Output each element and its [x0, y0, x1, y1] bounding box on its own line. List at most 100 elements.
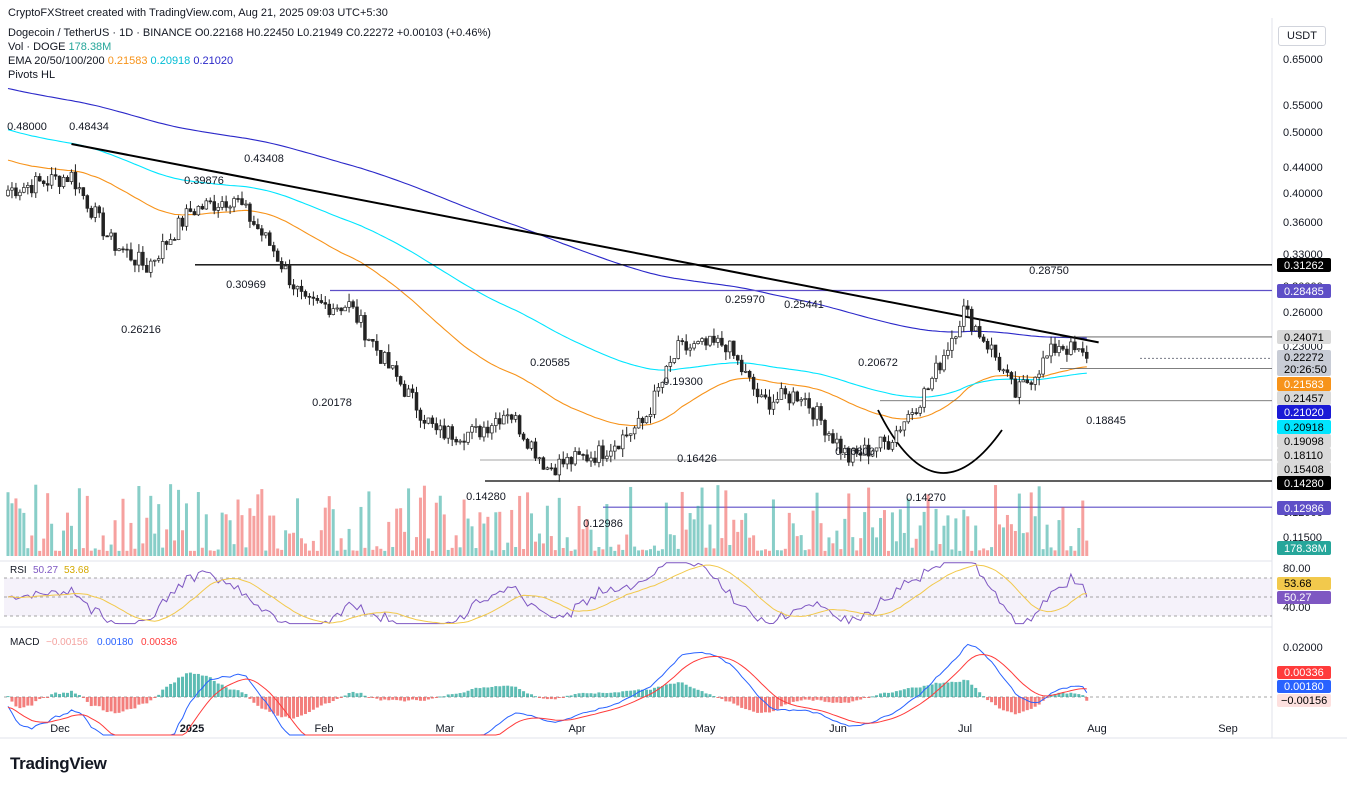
- candle-body: [1053, 343, 1057, 353]
- volume-bar: [875, 537, 879, 556]
- candle-body: [426, 417, 431, 424]
- price-level-label: 0.15408: [1284, 464, 1324, 476]
- macd-histogram-bar: [478, 688, 482, 697]
- macd-histogram-bar: [553, 697, 557, 700]
- price-level-badge[interactable]: [1277, 284, 1331, 298]
- pivot-label: 0.39876: [184, 175, 224, 187]
- pivot-label: 0.43408: [244, 153, 284, 165]
- macd-histogram-bar: [720, 697, 724, 700]
- price-level-badge[interactable]: [1277, 258, 1331, 272]
- macd-histogram-bar: [347, 692, 351, 697]
- macd-histogram-bar: [597, 692, 601, 697]
- candle-body: [763, 394, 768, 398]
- candle-body: [1061, 346, 1065, 350]
- macd-histogram-bar: [994, 697, 998, 706]
- volume-bar: [93, 548, 97, 556]
- macd-histogram-bar: [819, 697, 823, 701]
- pivot-label: 0.20585: [530, 357, 570, 369]
- candle-body: [993, 344, 998, 358]
- candle-body: [632, 427, 637, 435]
- candle-body: [854, 448, 859, 454]
- price-level-badge[interactable]: [1277, 476, 1331, 490]
- macd-histogram-bar: [886, 692, 890, 697]
- macd-histogram-bar: [767, 697, 771, 713]
- volume-bar: [855, 550, 859, 556]
- price-level-badge[interactable]: [1277, 448, 1331, 462]
- candle-body: [478, 425, 482, 438]
- macd-histogram-bar: [470, 689, 474, 697]
- volume-bar: [327, 496, 331, 556]
- candle-body: [490, 425, 494, 434]
- candle-body: [264, 232, 268, 236]
- macd-histogram-bar: [379, 697, 383, 701]
- price-tick: 0.50000: [1283, 127, 1323, 139]
- price-level-badge[interactable]: [1277, 501, 1331, 515]
- candle-body: [188, 208, 193, 212]
- volume-bar: [1009, 524, 1013, 556]
- volume-bar: [775, 550, 779, 556]
- ema-legend[interactable]: EMA 20/50/100/200 0.21583 0.20918 0.2102…: [8, 54, 233, 68]
- macd-histogram-bar: [970, 684, 974, 697]
- candle-body: [981, 336, 986, 342]
- price-level-badge[interactable]: [1277, 391, 1331, 405]
- volume-bar: [732, 519, 736, 556]
- macd-histogram-bar: [85, 697, 89, 702]
- price-level-badge[interactable]: [1277, 350, 1331, 376]
- candle-body: [129, 249, 133, 261]
- brand-name: TradingView: [10, 754, 107, 773]
- volume-bar: [188, 550, 192, 556]
- volume-bar: [541, 543, 545, 556]
- price-level-badge[interactable]: [1277, 330, 1331, 344]
- macd-histogram-bar: [799, 697, 803, 701]
- candle-body: [1017, 381, 1022, 398]
- symbol-name[interactable]: Dogecoin / TetherUS · 1D · BINANCE: [8, 27, 192, 39]
- price-level-badge[interactable]: [1277, 434, 1331, 448]
- macd-histogram-bar: [672, 683, 676, 697]
- price-level-badge[interactable]: [1277, 405, 1331, 419]
- candle-body: [14, 187, 18, 197]
- volume-bar: [700, 487, 704, 556]
- volume-bar: [779, 550, 783, 556]
- volume-bar: [879, 518, 883, 556]
- candle-body: [664, 366, 669, 383]
- candle-body: [569, 456, 573, 465]
- volume-bar: [688, 513, 692, 556]
- volume-bar: [18, 508, 22, 556]
- volume-bar: [228, 520, 232, 556]
- currency-button[interactable]: USDT: [1278, 26, 1326, 46]
- candle-body: [537, 457, 542, 460]
- candle-body: [204, 200, 209, 210]
- price-level-label: 0.31262: [1284, 260, 1324, 272]
- volume-legend[interactable]: Vol · DOGE 178.38M: [8, 40, 111, 54]
- price-level-badge[interactable]: [1277, 377, 1331, 391]
- candle-body: [680, 340, 684, 342]
- macd-histogram-legend-value: −0.00156: [46, 637, 88, 648]
- macd-histogram-bar: [125, 697, 129, 710]
- macd-histogram-bar: [363, 695, 367, 697]
- volume-bar: [633, 546, 637, 556]
- volume-bar: [133, 548, 137, 556]
- volume-bar: [974, 525, 978, 556]
- macd-histogram-bar: [157, 694, 161, 697]
- price-level-badge[interactable]: [1277, 420, 1331, 434]
- descending-trendline[interactable]: [71, 143, 1099, 344]
- volume-bar: [795, 536, 799, 556]
- volume-bar: [26, 548, 30, 556]
- macd-histogram-bar: [839, 697, 843, 703]
- price-level-badge[interactable]: [1277, 462, 1331, 476]
- macd-histogram-bar: [518, 689, 522, 697]
- pivots-legend[interactable]: Pivots HL: [8, 69, 56, 81]
- candle-body: [529, 441, 534, 449]
- candle-body: [1013, 378, 1018, 398]
- macd-histogram-badge-label: −0.00156: [1281, 695, 1327, 707]
- candle-body: [101, 212, 105, 237]
- macd-histogram-bar: [14, 697, 18, 707]
- volume-bar: [930, 550, 934, 556]
- bar-countdown: 20:26:50: [1284, 364, 1327, 376]
- macd-histogram-bar: [633, 690, 637, 697]
- volume-bar: [530, 513, 534, 556]
- candle-body: [299, 285, 304, 292]
- macd-histogram-bar: [942, 682, 946, 697]
- macd-histogram-bar: [625, 690, 629, 697]
